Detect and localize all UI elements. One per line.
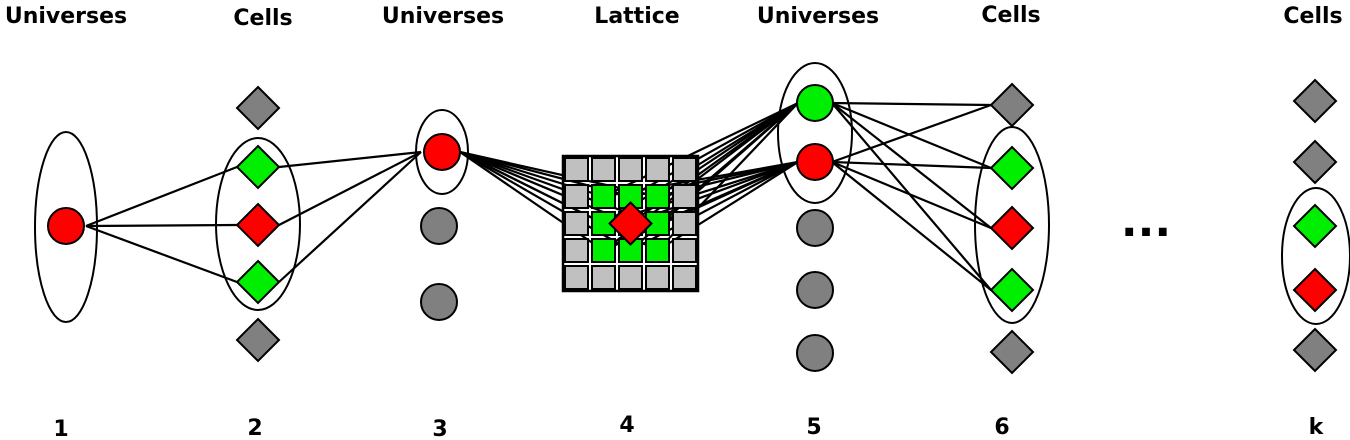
universe-node-red: [796, 143, 834, 181]
cell-node-gray: [989, 82, 1035, 128]
group-ellipse-level-k: [1281, 187, 1350, 325]
lattice-cell-inner: [591, 238, 616, 263]
edge-u5-c6: [831, 101, 992, 107]
nodes: [47, 78, 1338, 375]
group-ellipse-level-3: [415, 109, 469, 195]
lattice-frame: [561, 154, 700, 293]
edge-u5-c6: [831, 160, 992, 230]
lattice-cell-outer: [591, 157, 616, 182]
universe-node-red: [423, 133, 461, 171]
edge-c2-u3: [278, 151, 422, 283]
edge-u1-c2: [85, 165, 238, 228]
cell-node-gray: [989, 329, 1035, 375]
lattice-cell-outer: [564, 238, 589, 263]
group-ellipses: [34, 62, 1350, 325]
cell-node-green: [235, 144, 281, 190]
cell-node-green: [1292, 203, 1338, 249]
level-index-6: 6: [994, 415, 1009, 440]
group-ellipse-level-2: [215, 137, 301, 311]
edge-u5-c6: [831, 160, 992, 170]
lattice-cell-outer: [672, 238, 697, 263]
cell-node-green: [989, 145, 1035, 191]
universe-node-gray: [796, 334, 834, 372]
lattice-cell-outer: [564, 184, 589, 209]
universe-node-red: [47, 207, 85, 245]
lattice-cell-outer: [591, 265, 616, 290]
universe-node-gray: [420, 207, 458, 245]
group-ellipse-level-5: [777, 62, 853, 204]
universe-node-gray: [796, 209, 834, 247]
edge-u1-c2: [85, 224, 238, 284]
lattice-center-cell: [608, 201, 653, 246]
labels: Universes Cells Universes Lattice Univer…: [5, 3, 1343, 440]
lattice-cell-outer: [672, 265, 697, 290]
lattice-cell-outer: [618, 265, 643, 290]
lattice-cell-outer: [645, 157, 670, 182]
lattice-cell-outer: [564, 265, 589, 290]
cell-node-gray: [1292, 139, 1338, 185]
level-index-5: 5: [806, 415, 821, 440]
lattice-cell-outer: [672, 157, 697, 182]
edge-u5-c6: [831, 101, 992, 170]
lattice-cell-outer: [645, 265, 670, 290]
universe-node-gray: [796, 271, 834, 309]
lattice-cell-outer: [618, 157, 643, 182]
level-index-1: 1: [53, 417, 68, 440]
lattice-cell-inner: [591, 184, 616, 209]
lattice-cell-outer: [564, 211, 589, 236]
edge-u5-c6: [831, 102, 992, 291]
column-header-k: Cells: [1283, 4, 1342, 29]
edge-u5-c6: [831, 103, 992, 164]
cell-node-gray: [235, 85, 281, 131]
lattice-cell-outer: [672, 184, 697, 209]
level-index-k: k: [1309, 415, 1325, 440]
column-header-4: Lattice: [594, 4, 679, 29]
level-index-4: 4: [619, 413, 634, 438]
cell-node-gray: [235, 317, 281, 363]
level-index-3: 3: [432, 417, 447, 440]
cell-node-red: [235, 202, 281, 248]
lattice-cell-inner: [645, 184, 670, 209]
level-index-2: 2: [247, 416, 262, 440]
column-header-6: Cells: [981, 3, 1040, 28]
group-ellipse-level-1: [34, 131, 98, 323]
cell-node-green: [989, 267, 1035, 313]
lattice-cell-inner: [645, 238, 670, 263]
column-header-5: Universes: [757, 4, 879, 29]
cell-node-red: [989, 205, 1035, 251]
edge-u5-c6: [831, 161, 992, 291]
column-header-3: Universes: [382, 4, 504, 29]
cell-node-red: [1292, 267, 1338, 313]
column-header-2: Cells: [233, 6, 292, 31]
edges: [85, 101, 992, 291]
universe-node-gray: [420, 283, 458, 321]
cell-node-green: [235, 259, 281, 305]
lattice-cell-outer: [672, 211, 697, 236]
edge-c2-u3: [278, 150, 422, 169]
ellipsis-more-levels: ...: [1121, 196, 1171, 247]
column-header-1: Universes: [5, 4, 127, 29]
edge-c2-u3: [278, 151, 422, 226]
cell-node-gray: [1292, 78, 1338, 124]
universe-node-green: [796, 84, 834, 122]
edge-u1-c2: [85, 223, 238, 228]
lattice-cell-outer: [564, 157, 589, 182]
cell-node-gray: [1292, 327, 1338, 373]
